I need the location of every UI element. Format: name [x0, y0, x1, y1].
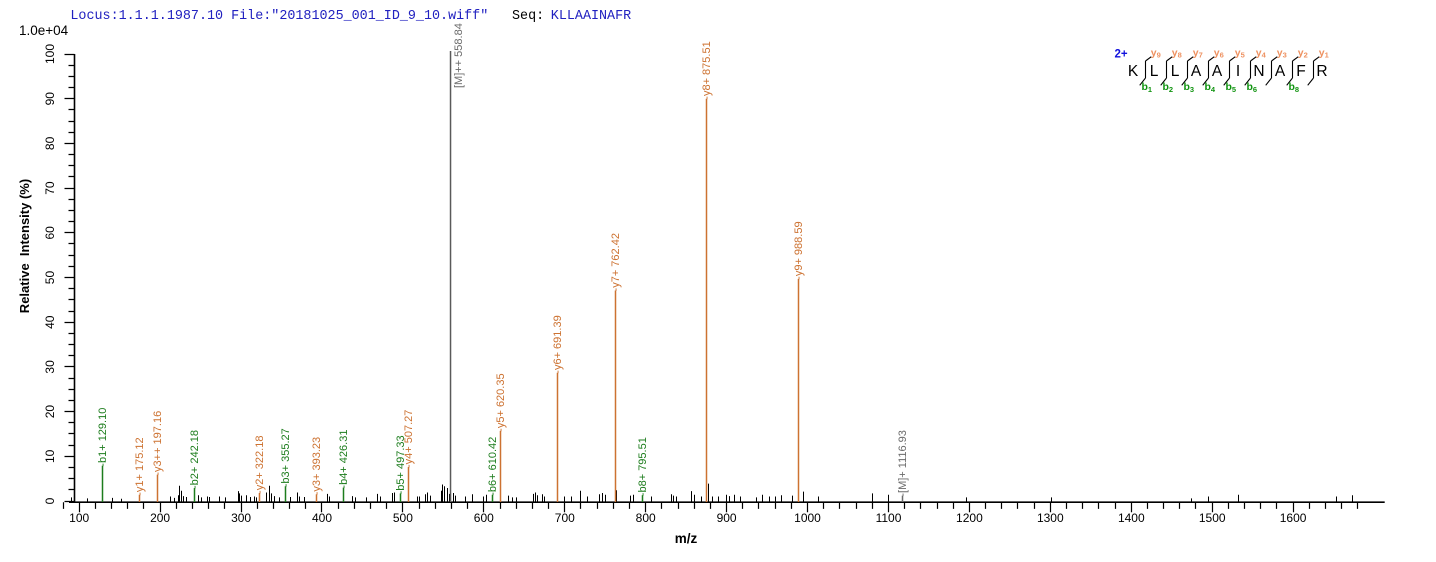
svg-text:-b4+ 426.31: -b4+ 426.31: [338, 430, 350, 489]
svg-text:1400: 1400: [1118, 511, 1145, 525]
svg-text:-y9+ 988.59: -y9+ 988.59: [793, 221, 805, 279]
svg-text:-y8+ 875.51: -y8+ 875.51: [701, 41, 713, 99]
svg-text:800: 800: [636, 511, 656, 525]
svg-text:300: 300: [231, 511, 251, 525]
svg-text:K: K: [1128, 63, 1139, 80]
svg-text:A: A: [1212, 63, 1223, 80]
svg-text:Relative Intensity (%): Relative Intensity (%): [17, 179, 32, 313]
svg-text:0: 0: [43, 497, 57, 504]
svg-text:20: 20: [43, 405, 57, 419]
svg-text:A: A: [1191, 63, 1202, 80]
svg-text:-b5+ 497.33: -b5+ 497.33: [395, 435, 407, 494]
svg-text:-y3+ 393.23: -y3+ 393.23: [311, 437, 323, 495]
svg-text:-b1+ 129.10: -b1+ 129.10: [97, 408, 109, 467]
svg-text:-b3+ 355.27: -b3+ 355.27: [280, 428, 292, 487]
svg-text:200: 200: [150, 511, 170, 525]
svg-text:-y2+ 322.18: -y2+ 322.18: [254, 436, 266, 494]
svg-text:b2: b2: [1163, 81, 1174, 94]
svg-text:40: 40: [43, 315, 57, 329]
svg-text:1600: 1600: [1280, 511, 1307, 525]
svg-text:b3: b3: [1184, 81, 1195, 94]
svg-text:-b6+ 610.42: -b6+ 610.42: [487, 437, 499, 496]
svg-text:y5: y5: [1235, 47, 1245, 60]
svg-text:L: L: [1150, 63, 1159, 80]
svg-text:m/z: m/z: [675, 531, 698, 546]
svg-text:y1: y1: [1319, 47, 1329, 60]
svg-text:1.0e+04: 1.0e+04: [19, 23, 69, 38]
svg-text:100: 100: [43, 44, 57, 64]
svg-text:2+: 2+: [1115, 49, 1128, 61]
svg-text:[M]++ 558.84: [M]++ 558.84: [453, 23, 465, 88]
svg-text:y6: y6: [1214, 47, 1224, 60]
svg-text:60: 60: [43, 226, 57, 240]
svg-text:A: A: [1275, 63, 1286, 80]
svg-text:1000: 1000: [794, 511, 821, 525]
svg-text:b5: b5: [1226, 81, 1237, 94]
svg-text:b8: b8: [1289, 81, 1300, 94]
svg-text:y8: y8: [1172, 47, 1182, 60]
svg-text:b1: b1: [1142, 81, 1153, 94]
svg-text:1500: 1500: [1199, 511, 1226, 525]
svg-text:-y6+ 691.39: -y6+ 691.39: [552, 315, 564, 373]
svg-text:100: 100: [69, 511, 89, 525]
svg-text:50: 50: [43, 271, 57, 285]
svg-text:y7: y7: [1193, 47, 1203, 60]
svg-text:90: 90: [43, 92, 57, 106]
svg-text:1200: 1200: [956, 511, 983, 525]
svg-text:-b8+ 795.51: -b8+ 795.51: [637, 437, 649, 496]
svg-text:70: 70: [43, 181, 57, 195]
svg-text:-y4+ 507.27: -y4+ 507.27: [403, 410, 415, 468]
svg-text:30: 30: [43, 360, 57, 374]
svg-text:Seq:: Seq:: [512, 9, 544, 24]
svg-text:-y7+ 762.42: -y7+ 762.42: [610, 233, 622, 291]
svg-text:y4: y4: [1256, 47, 1267, 60]
svg-text:600: 600: [474, 511, 494, 525]
svg-text:-y5+ 620.35: -y5+ 620.35: [495, 373, 507, 431]
svg-text:500: 500: [393, 511, 413, 525]
svg-text:KLLAAINAFR: KLLAAINAFR: [551, 9, 631, 24]
svg-text:10: 10: [43, 449, 57, 463]
svg-text:1300: 1300: [1037, 511, 1064, 525]
svg-text:400: 400: [312, 511, 332, 525]
svg-text:Locus:1.1.1.1987.10 File:"2018: Locus:1.1.1.1987.10 File:"20181025_001_I…: [70, 9, 488, 24]
svg-text:-y3++ 197.16: -y3++ 197.16: [152, 411, 164, 476]
svg-text:b6: b6: [1247, 81, 1258, 94]
svg-text:b4: b4: [1205, 81, 1216, 94]
svg-text:900: 900: [717, 511, 737, 525]
svg-text:R: R: [1316, 63, 1327, 80]
svg-text:y3: y3: [1277, 47, 1287, 60]
svg-text:-b2+ 242.18: -b2+ 242.18: [189, 430, 201, 489]
svg-text:y2: y2: [1298, 47, 1308, 60]
svg-text:-y1+ 175.12: -y1+ 175.12: [134, 437, 146, 495]
svg-text:80: 80: [43, 136, 57, 150]
svg-text:F: F: [1296, 63, 1305, 80]
svg-text:y9: y9: [1151, 47, 1161, 60]
svg-text:-[M]+ 1116.93: -[M]+ 1116.93: [897, 430, 909, 497]
svg-text:700: 700: [555, 511, 575, 525]
svg-text:L: L: [1171, 63, 1180, 80]
svg-text:1100: 1100: [876, 511, 902, 525]
svg-text:I: I: [1236, 63, 1240, 80]
svg-text:N: N: [1253, 63, 1264, 80]
